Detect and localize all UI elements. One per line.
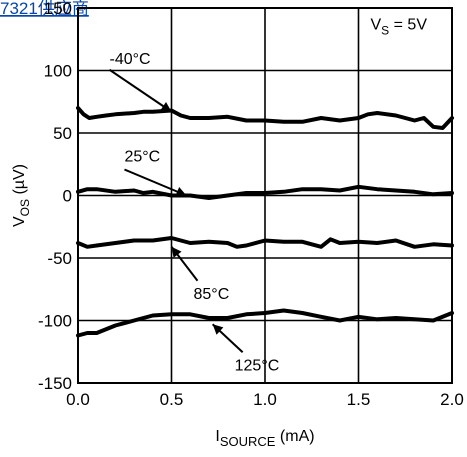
x-tick-label: 0.5	[160, 390, 184, 409]
series-line	[76, 236, 454, 249]
x-tick-label: 2.0	[440, 390, 464, 409]
page-header-link[interactable]: 7321供应商	[0, 0, 89, 18]
x-axis-label: ISOURCE (mA)	[215, 428, 314, 449]
annotation-arrow-head	[212, 324, 224, 335]
annotation-arrow-head	[175, 187, 187, 197]
y-axis-label: VOS (µV)	[11, 164, 32, 227]
y-tick-label: -100	[38, 312, 72, 331]
annotation-arrow-head	[171, 246, 182, 258]
annotation-arrow-line	[124, 168, 187, 197]
x-tick-label: 1.5	[347, 390, 371, 409]
y-tick-label: 50	[53, 124, 72, 143]
plot-frame	[77, 7, 453, 384]
annotation-label: -40°C	[110, 51, 151, 68]
x-tick-label: 1.0	[253, 390, 277, 409]
annotation-label: 25°C	[124, 149, 160, 166]
y-tick-label: 100	[44, 62, 72, 81]
annotation-arrow-line	[108, 68, 173, 113]
annotations: -40°C 25°C 85°C 125°C	[108, 51, 280, 374]
annotation-label: 125°C	[235, 357, 280, 374]
annotation-label: 85°C	[194, 286, 230, 303]
series-line	[76, 308, 454, 338]
series-line	[76, 106, 454, 130]
y-tick-label: 0	[63, 187, 72, 206]
y-tick-label: -50	[47, 249, 72, 268]
y-tick-label: -150	[38, 374, 72, 393]
condition-label: VS = 5V	[371, 16, 428, 37]
x-tick-label: 0.0	[66, 390, 90, 409]
series-line	[76, 184, 454, 200]
annotation-arrow-head	[160, 102, 172, 112]
tick-labels: 0.0 0.5 1.0 1.5 2.0 150 100 50 0 -50 -100 -150	[38, 0, 464, 409]
y-tick-label: 150	[44, 0, 72, 18]
series-lines	[76, 106, 454, 338]
